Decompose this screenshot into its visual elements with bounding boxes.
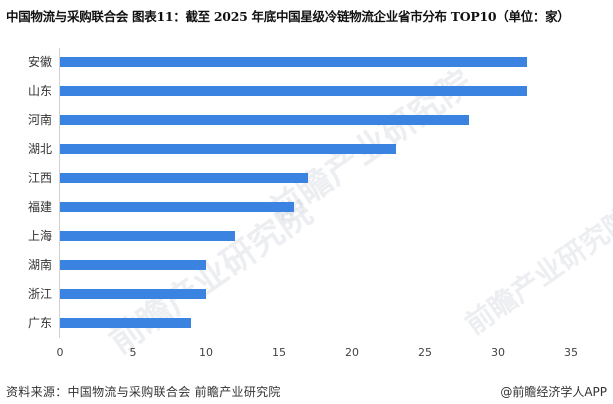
- bar[interactable]: [60, 231, 236, 241]
- y-axis-line: [59, 48, 60, 338]
- x-tick-label: 25: [418, 346, 432, 359]
- x-tick-label: 15: [272, 346, 286, 359]
- category-label: 山东: [27, 84, 52, 98]
- x-tick-label: 30: [491, 346, 505, 359]
- bar[interactable]: [60, 202, 294, 212]
- bar[interactable]: [60, 86, 528, 96]
- chart-title: 中国物流与采购联合会 图表11：截至 2025 年底中国星级冷链物流企业省市分布…: [6, 9, 570, 24]
- category-label: 福建: [27, 200, 52, 214]
- category-label: 江西: [27, 171, 52, 185]
- bar[interactable]: [60, 144, 396, 154]
- category-label: 上海: [27, 229, 52, 243]
- category-label: 湖南: [27, 258, 52, 272]
- bar[interactable]: [60, 318, 192, 328]
- x-tick-label: 5: [129, 346, 137, 359]
- bar[interactable]: [60, 57, 528, 67]
- watermark: 前瞻产业研究院: [102, 192, 320, 363]
- category-label: 河南: [27, 113, 52, 127]
- source-note: 资料来源：中国物流与采购联合会 前瞻产业研究院: [6, 385, 281, 399]
- bar[interactable]: [60, 289, 206, 299]
- x-tick-label: 20: [345, 346, 359, 359]
- category-label: 广东: [27, 316, 52, 330]
- x-tick-label: 0: [56, 346, 64, 359]
- bar[interactable]: [60, 115, 469, 125]
- watermark: 前瞻产业研究院: [459, 201, 613, 341]
- category-label: 安徽: [27, 55, 52, 69]
- category-label: 湖北: [27, 142, 52, 156]
- x-tick-label: 35: [564, 346, 578, 359]
- credit-label: @前瞻经济学人APP: [500, 385, 607, 399]
- bar[interactable]: [60, 260, 206, 270]
- category-label: 浙江: [27, 287, 52, 301]
- x-tick-label: 10: [199, 346, 213, 359]
- bar[interactable]: [60, 173, 309, 183]
